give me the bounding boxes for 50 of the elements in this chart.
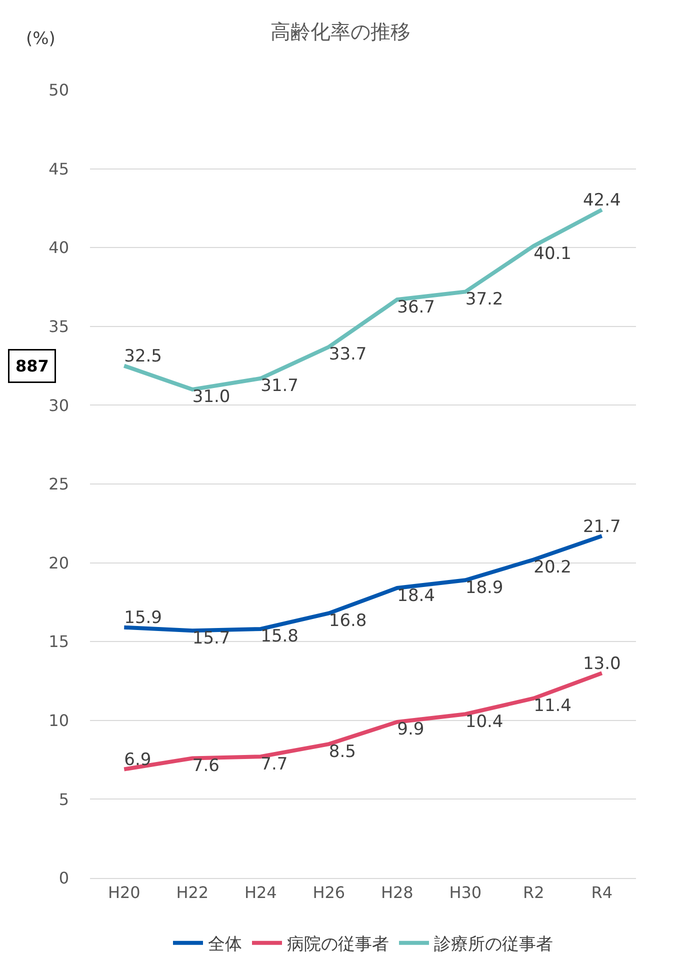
data-label: 13.0 [582, 654, 621, 674]
data-label: 15.7 [192, 628, 230, 648]
y-tick-label: 20 [48, 553, 69, 572]
y-tick-label: 0 [58, 868, 69, 888]
data-label: 42.4 [582, 190, 621, 211]
legend-label: 全体 [208, 934, 242, 954]
y-tick-label: 50 [48, 80, 69, 100]
data-label: 6.9 [124, 750, 152, 770]
y-axis-title: (%) [26, 29, 56, 49]
x-tick-label: H30 [449, 883, 482, 902]
data-label: 8.5 [328, 742, 356, 762]
text: 887 [16, 356, 49, 376]
data-label: 31.7 [260, 376, 298, 396]
x-tick-label: H20 [108, 883, 140, 902]
data-label: 37.2 [465, 289, 504, 310]
legend-label: 診療所の従事者 [434, 934, 553, 954]
chart-title: 高齢化率の推移 [270, 19, 410, 44]
data-label: 18.4 [397, 586, 435, 606]
y-tick-label: 25 [48, 474, 69, 494]
x-tick-label: H22 [176, 883, 209, 902]
x-tick-label: R4 [591, 883, 613, 902]
y-tick-label: 30 [48, 396, 69, 415]
data-label: 11.4 [534, 696, 572, 716]
data-label: 32.5 [124, 346, 162, 367]
legend-label: 病院の従事者 [287, 934, 389, 954]
data-label: 16.8 [328, 610, 367, 631]
data-label: 10.4 [465, 712, 504, 732]
data-label: 31.0 [192, 387, 230, 408]
y-tick-label: 10 [48, 711, 69, 730]
y-tick-label: 45 [48, 159, 69, 178]
x-tick-label: R2 [522, 883, 544, 902]
line-series [122, 671, 604, 772]
data-label: 33.7 [328, 344, 367, 365]
x-tick-label: H28 [380, 883, 414, 902]
data-label: 40.1 [534, 244, 572, 264]
data-label: 21.7 [582, 516, 621, 537]
x-tick-label: H24 [244, 883, 277, 902]
data-label: 15.8 [260, 626, 298, 647]
data-label: 18.9 [465, 578, 504, 598]
y-tick-label: 5 [58, 790, 69, 809]
data-label: 15.9 [124, 608, 162, 628]
y-tick-label: 15 [48, 632, 69, 652]
data-label: 20.2 [534, 557, 572, 578]
data-label: 9.9 [397, 720, 424, 740]
data-label: 7.7 [260, 754, 288, 774]
y-tick-label: 40 [48, 238, 69, 258]
x-tick-label: H26 [312, 883, 346, 902]
data-label: 7.6 [192, 756, 220, 776]
data-label: 36.7 [397, 297, 435, 318]
y-tick-label: 35 [48, 317, 69, 336]
